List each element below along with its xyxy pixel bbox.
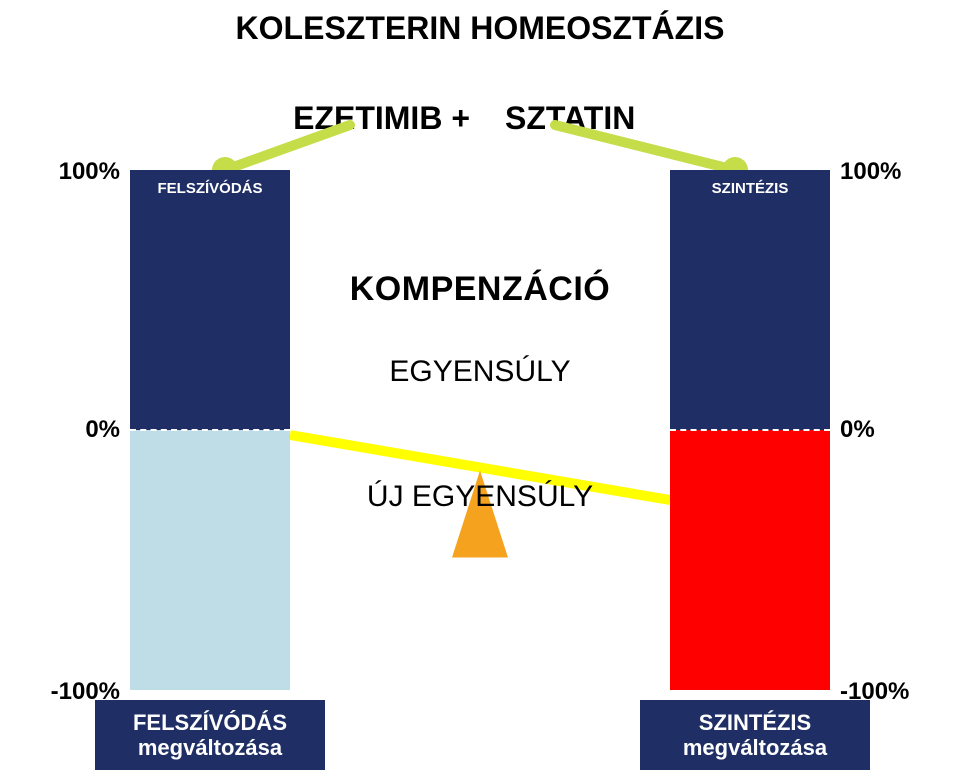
left-bar-label: FELSZÍVÓDÁS: [130, 180, 290, 197]
right-bar-midline: [670, 429, 830, 431]
left-axis-100: 100%: [25, 158, 120, 186]
right-axis-100: 100%: [840, 158, 950, 186]
egyensuly-label: EGYENSÚLY: [290, 355, 670, 389]
left-caption-line2: megváltozása: [138, 735, 282, 760]
right-caption-line2: megváltozása: [683, 735, 827, 760]
kompenzacio-label: KOMPENZÁCIÓ: [290, 270, 670, 309]
right-caption-line1: SZINTÉZIS: [699, 710, 811, 735]
right-bar-top: [670, 170, 830, 430]
connector-right: [555, 125, 735, 170]
left-bar-midline: [130, 429, 290, 431]
right-bar-label: SZINTÉZIS: [670, 180, 830, 197]
uj-egyensuly-label: ÚJ EGYENSÚLY: [290, 480, 670, 514]
left-caption-box: FELSZÍVÓDÁSmegváltozása: [95, 700, 325, 770]
left-caption-line1: FELSZÍVÓDÁS: [133, 710, 287, 735]
right-axis-0: 0%: [840, 416, 950, 444]
left-bar-bottom: [130, 430, 290, 690]
right-bar-bottom: [670, 430, 830, 690]
right-caption-box: SZINTÉZISmegváltozása: [640, 700, 870, 770]
left-bar-top: [130, 170, 290, 430]
left-axis-0: 0%: [25, 416, 120, 444]
connector-left: [225, 125, 350, 170]
